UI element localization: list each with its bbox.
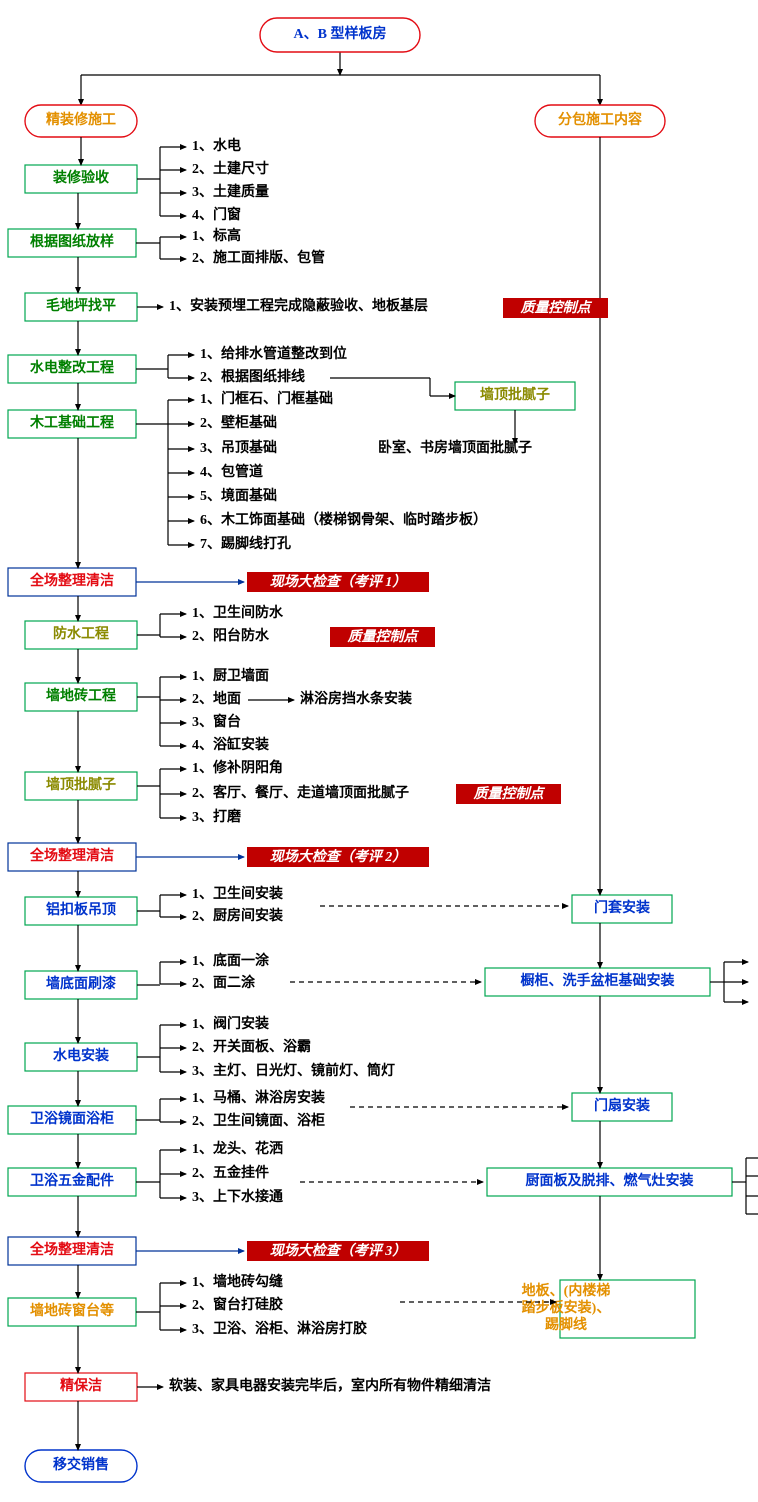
branch-item: 3、上下水接通 bbox=[192, 1188, 283, 1205]
node-label-n5: 木工基础工程 bbox=[29, 414, 114, 431]
branch-item: 2、面二涂 bbox=[192, 974, 256, 991]
branch-item: 1、卫生间安装 bbox=[192, 885, 284, 902]
node-label-right_head: 分包施工内容 bbox=[558, 111, 642, 128]
branch-item: 4、门窗 bbox=[192, 206, 241, 223]
extra-text: 卧室、书房墙顶面批腻子 bbox=[378, 439, 532, 456]
node-label-n16: 全场整理清洁 bbox=[29, 1241, 114, 1258]
node-label-n14: 卫浴镜面浴柜 bbox=[30, 1110, 114, 1127]
qc-badge-text: 质量控制点 bbox=[520, 299, 593, 316]
node-label-r3: 门扇安装 bbox=[594, 1097, 651, 1114]
qc-badge-text: 质量控制点 bbox=[347, 628, 420, 645]
flowchart: A、B 型样板房精装修施工 分包施工内容装修验收根据图纸放样毛地坪找平水电整改工程… bbox=[0, 0, 758, 1502]
node-label-r1: 门套安装 bbox=[594, 899, 651, 916]
node-label-root: A、B 型样板房 bbox=[294, 25, 387, 42]
branch-item: 5、境面基础 bbox=[200, 487, 277, 504]
branch-item: 2、土建尺寸 bbox=[192, 160, 269, 177]
branch-item: 2、根据图纸排线 bbox=[200, 368, 305, 385]
branch-item: 7、踢脚线打孔 bbox=[200, 535, 291, 552]
branch-item: 1、厨卫墙面 bbox=[192, 667, 269, 684]
branch-item: 软装、家具电器安装完毕后，室内所有物件精细清洁 bbox=[169, 1377, 491, 1394]
branch-item: 1、卫生间防水 bbox=[192, 604, 284, 621]
node-label-n19: 移交销售 bbox=[53, 1456, 109, 1473]
branch-item: 1、底面一涂 bbox=[192, 952, 270, 969]
branch-item: 1、龙头、花洒 bbox=[192, 1140, 283, 1157]
node-label-n10: 全场整理清洁 bbox=[29, 847, 114, 864]
branch-item: 3、卫浴、浴柜、淋浴房打胶 bbox=[192, 1320, 367, 1337]
branch-item: 2、五金挂件 bbox=[192, 1164, 269, 1181]
branch-item: 2、窗台打硅胶 bbox=[192, 1296, 283, 1313]
extra-text: 淋浴房挡水条安装 bbox=[300, 690, 413, 707]
node-label-n12: 墙底面刷漆 bbox=[46, 975, 116, 992]
qc-badge-text: 现场大检查（考评 2） bbox=[270, 848, 407, 865]
node-label-n13: 水电安装 bbox=[53, 1047, 110, 1064]
branch-item: 3、吊顶基础 bbox=[200, 439, 277, 456]
branch-item: 1、门框石、门框基础 bbox=[200, 390, 333, 407]
branch-item: 3、主灯、日光灯、镜前灯、筒灯 bbox=[192, 1062, 395, 1079]
branch-item: 1、修补阴阳角 bbox=[192, 759, 283, 776]
qc-badge-text: 质量控制点 bbox=[473, 785, 546, 802]
node-label-n6: 全场整理清洁 bbox=[29, 572, 114, 589]
branch-item: 2、阳台防水 bbox=[192, 627, 270, 644]
branch-item: 1、马桶、淋浴房安装 bbox=[192, 1089, 326, 1106]
branch-item: 2、客厅、餐厅、走道墙顶面批腻子 bbox=[192, 784, 409, 801]
node-label-r2: 橱柜、洗手盆柜基础安装 bbox=[521, 972, 676, 989]
qc-badge-text: 现场大检查（考评 3） bbox=[270, 1242, 407, 1259]
branch-item: 6、木工饰面基础（楼梯钢骨架、临时踏步板） bbox=[200, 511, 487, 528]
node-label-n2: 根据图纸放样 bbox=[30, 233, 114, 250]
branch-item: 2、地面 bbox=[192, 690, 241, 707]
branch-item: 1、给排水管道整改到位 bbox=[200, 345, 347, 362]
node-label-n9: 墙顶批腻子 bbox=[46, 776, 116, 793]
node-label-n7: 防水工程 bbox=[53, 625, 109, 642]
branch-item: 3、土建质量 bbox=[192, 183, 269, 200]
node-label-n18: 精保洁 bbox=[60, 1377, 102, 1394]
node-label-r4: 厨面板及脱排、燃气灶安装 bbox=[526, 1172, 695, 1189]
branch-item: 2、厨房间安装 bbox=[192, 907, 284, 924]
branch-item: 1、标高 bbox=[192, 227, 241, 244]
node-label-r5: 地板、(内楼梯 bbox=[522, 1282, 611, 1299]
branch-item: 2、卫生间镜面、浴柜 bbox=[192, 1112, 325, 1129]
node-label-n11: 铝扣板吊顶 bbox=[46, 901, 116, 918]
node-label-n4: 水电整改工程 bbox=[30, 359, 114, 376]
node-label-n3: 毛地坪找平 bbox=[46, 297, 116, 314]
node-label-r5: 踢脚线 bbox=[545, 1316, 587, 1333]
node-label-n17: 墙地砖窗台等 bbox=[30, 1302, 114, 1319]
branch-item: 2、开关面板、浴霸 bbox=[192, 1038, 311, 1055]
branch-item: 4、包管道 bbox=[200, 463, 263, 480]
branch-item: 1、阀门安装 bbox=[192, 1015, 270, 1032]
node-label-left_head: 精装修施工 bbox=[46, 111, 116, 128]
node-label-n8: 墙地砖工程 bbox=[46, 687, 116, 704]
node-label-n1: 装修验收 bbox=[52, 169, 110, 186]
branch-item: 3、打磨 bbox=[192, 808, 242, 825]
branch-item: 4、浴缸安装 bbox=[192, 736, 270, 753]
node-label-r5: 踏步板安装)、 bbox=[522, 1299, 611, 1316]
branch-item: 1、安装预埋工程完成隐蔽验收、地板基层 bbox=[169, 297, 428, 314]
branch-item: 3、窗台 bbox=[192, 713, 241, 730]
branch-item: 1、墙地砖勾缝 bbox=[192, 1273, 283, 1290]
branch-item: 2、施工面排版、包管 bbox=[192, 249, 325, 266]
qc-badge-text: 现场大检查（考评 1） bbox=[270, 573, 407, 590]
branch-item: 2、壁柜基础 bbox=[200, 414, 277, 431]
node-label-r_putty: 墙顶批腻子 bbox=[480, 386, 550, 403]
branch-item: 1、水电 bbox=[192, 137, 241, 154]
node-label-n15: 卫浴五金配件 bbox=[30, 1172, 114, 1189]
